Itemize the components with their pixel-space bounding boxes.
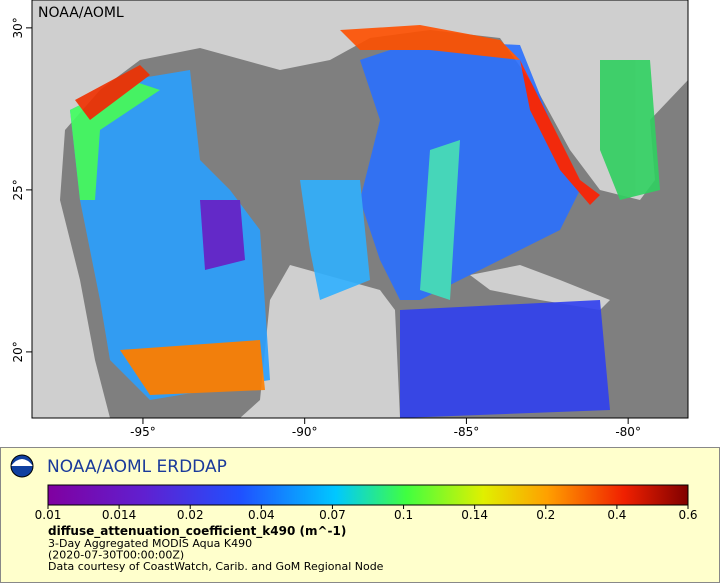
x-tick-label: -80° bbox=[615, 425, 641, 439]
colorbar-tick-label: 0.01 bbox=[35, 508, 62, 522]
colorbar-tick-label: 0.6 bbox=[678, 508, 697, 522]
colorbar-tick-label: 0.014 bbox=[102, 508, 136, 522]
colorbar bbox=[47, 484, 689, 506]
colorbar-tick-label: 0.02 bbox=[177, 508, 204, 522]
legend-title: NOAA/AOML ERDDAP bbox=[47, 457, 227, 477]
legend-line: (2020-07-30T00:00:00Z) bbox=[48, 549, 184, 562]
colorbar-tick-label: 0.4 bbox=[607, 508, 626, 522]
colorbar-tick-label: 0.07 bbox=[319, 508, 346, 522]
colorbar-tick-label: 0.1 bbox=[394, 508, 413, 522]
variable-name: diffuse_attenuation_coefficient_k490 (m^… bbox=[48, 524, 346, 539]
watermark: NOAA/AOML bbox=[38, 5, 124, 21]
legend-line: Data courtesy of CoastWatch, Carib. and … bbox=[48, 560, 384, 573]
colorbar-tick-label: 0.2 bbox=[536, 508, 555, 522]
colorbar-tick-label: 0.04 bbox=[248, 508, 275, 522]
colorbar-tick-label: 0.14 bbox=[461, 508, 488, 522]
y-tick-label: 20° bbox=[11, 341, 25, 362]
y-tick-label: 25° bbox=[11, 179, 25, 200]
map-frame bbox=[31, 0, 689, 419]
x-tick-label: -85° bbox=[454, 425, 480, 439]
cuba bbox=[470, 265, 610, 310]
map bbox=[32, 0, 688, 418]
x-tick-label: -95° bbox=[130, 425, 156, 439]
legend-panel bbox=[0, 447, 720, 583]
y-tick-label: 30° bbox=[11, 17, 25, 38]
noaa-logo bbox=[10, 454, 34, 478]
x-tick-label: -90° bbox=[292, 425, 318, 439]
legend-line: 3-Day Aggregated MODIS Aqua K490 bbox=[48, 537, 252, 550]
k490-data bbox=[70, 25, 660, 418]
